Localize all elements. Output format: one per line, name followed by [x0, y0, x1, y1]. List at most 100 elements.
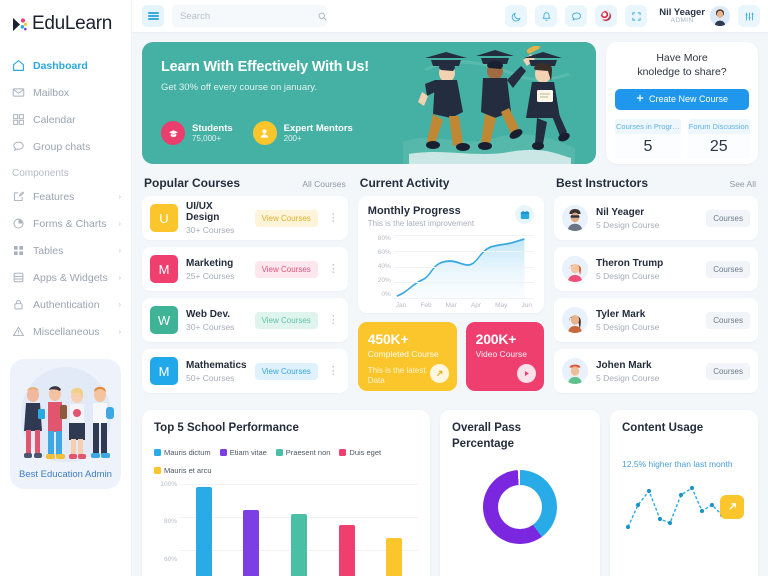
x-tick: Jun	[521, 302, 532, 309]
arrow-up-right-icon[interactable]	[720, 494, 744, 519]
bell-icon[interactable]	[535, 5, 558, 27]
x-tick: May	[495, 302, 508, 309]
list-item[interactable]: Nil Yeager 5 Design Course Courses	[554, 196, 758, 240]
tile-video-course: 200K+ Video Course	[465, 322, 544, 391]
courses-button[interactable]: Courses	[706, 311, 750, 329]
search-box[interactable]	[172, 5, 327, 27]
table-row	[290, 513, 307, 576]
three-dots-vertical-icon[interactable]: ⋮	[327, 364, 339, 377]
stat-label: Forum Discussion	[687, 118, 750, 134]
user-icon	[252, 121, 277, 145]
y-tick: 0%	[381, 291, 391, 298]
three-dots-vertical-icon[interactable]: ⋮	[327, 313, 339, 326]
list-item[interactable]: Theron Trump 5 Design Course Courses	[554, 247, 758, 291]
donut-chart	[452, 470, 588, 545]
chart-y-axis: 80% 60% 40% 20% 0%	[368, 235, 394, 309]
monthly-progress-card: Monthly Progress This is the latest impr…	[357, 196, 544, 313]
legend-swatch	[339, 448, 347, 456]
scatter-chart	[622, 475, 746, 539]
hamburger-icon[interactable]	[142, 5, 164, 27]
sidebar-item-apps-widgets[interactable]: Apps & Widgets ›	[0, 264, 131, 291]
sidebar-item-label: Dashboard	[33, 59, 88, 72]
flag-usa-icon[interactable]	[595, 5, 618, 27]
chart-subtitle: This is the latest improvement	[367, 219, 475, 228]
knowledge-card-title: Have More knoledge to share?	[615, 51, 749, 80]
legend-item[interactable]: Mauris et arcu	[154, 466, 212, 475]
sidebar-item-miscellaneous[interactable]: Miscellaneous ›	[0, 318, 131, 345]
list-item[interactable]: M Mathematics 50+ Courses View Courses ⋮	[142, 349, 348, 393]
current-activity-panel: Current Activity Monthly Progress This i…	[357, 176, 544, 400]
section-title: Current Activity	[359, 176, 450, 190]
course-initial-badge: M	[150, 357, 178, 385]
sidebar-item-authentication[interactable]: Authentication ›	[0, 291, 131, 318]
course-count: 30+ Courses	[186, 225, 235, 235]
banner-stat-value: 75,000+	[192, 134, 222, 144]
legend-item[interactable]: Praesent non	[275, 448, 330, 457]
instructor-name: Nil Yeager	[596, 206, 645, 218]
arrow-up-right-icon[interactable]	[429, 364, 449, 383]
sidebar-item-mailbox[interactable]: Mailbox	[0, 79, 131, 106]
list-item[interactable]: W Web Dev. 30+ Courses View Courses ⋮	[142, 298, 348, 342]
search-input[interactable]	[180, 10, 312, 22]
list-item[interactable]: M Marketing 25+ Courses View Courses ⋮	[142, 247, 348, 291]
fullscreen-icon[interactable]	[625, 5, 648, 27]
list-item[interactable]: Tyler Mark 5 Design Course Courses	[554, 298, 758, 342]
panel-title: Overall Pass Percentage	[452, 421, 588, 452]
create-new-course-button[interactable]: Create New Course	[615, 88, 749, 110]
sidebar-item-dashboard[interactable]: Dashboard	[0, 52, 131, 79]
calendar-icon[interactable]	[515, 205, 534, 224]
edulearn-prism-logo-icon	[11, 16, 28, 33]
list-item[interactable]: U UI/UX Design 30+ Courses View Courses …	[142, 196, 348, 240]
courses-button[interactable]: Courses	[706, 260, 750, 278]
view-courses-button[interactable]: View Courses	[254, 311, 318, 329]
view-courses-button[interactable]: View Courses	[254, 362, 318, 380]
chat-bubble-icon	[12, 140, 25, 153]
chat-icon[interactable]	[565, 5, 588, 27]
all-courses-link[interactable]: All Courses	[302, 179, 346, 189]
tile-note: This is the latest Data	[367, 366, 426, 386]
search-icon[interactable]	[318, 12, 327, 21]
y-tick: 40%	[377, 263, 391, 270]
best-instructors-panel: Best Instructors See All Nil Yeager 5 De…	[554, 176, 758, 400]
stat-courses-in-progress[interactable]: Courses in Progr… 5	[615, 118, 681, 159]
moon-icon[interactable]	[505, 5, 528, 27]
view-courses-button[interactable]: View Courses	[254, 209, 318, 227]
sliders-icon[interactable]	[738, 5, 760, 27]
user-avatar[interactable]	[710, 6, 730, 26]
warning-icon	[12, 325, 25, 338]
sidebar-item-label: Tables	[33, 244, 64, 257]
sidebar-item-tables[interactable]: Tables ›	[0, 237, 131, 264]
courses-button[interactable]: Courses	[706, 209, 750, 227]
legend-item[interactable]: Mauris dictum	[154, 448, 211, 457]
stat-forum-discussion[interactable]: Forum Discussion 25	[687, 118, 750, 159]
three-dots-vertical-icon[interactable]: ⋮	[327, 211, 339, 224]
three-dots-vertical-icon[interactable]: ⋮	[327, 262, 339, 275]
banner-stats: Students 75,000+ Expert Mentors 200+	[161, 121, 596, 145]
students-group-illustration-icon	[14, 377, 118, 469]
play-icon[interactable]	[517, 364, 536, 383]
stat-value: 5	[615, 133, 681, 159]
sidebar-item-label: Mailbox	[33, 86, 70, 99]
bar-chart: 100% 80% 60% 40%	[154, 481, 418, 576]
sidebar-item-group-chats[interactable]: Group chats	[0, 133, 131, 160]
brand-name: EduLearn	[32, 13, 113, 34]
sidebar-item-calendar[interactable]: Calendar	[0, 106, 131, 133]
course-count: 50+ Courses	[186, 372, 235, 383]
user-menu[interactable]: Nil Yeager ADMIN	[655, 6, 730, 26]
sidebar-item-forms-charts[interactable]: Forms & Charts ›	[0, 210, 131, 237]
brand[interactable]: EduLearn	[0, 0, 131, 49]
chevron-right-icon: ›	[118, 192, 121, 201]
instructor-meta: Theron Trump 5 Design Course	[596, 258, 698, 281]
view-courses-button[interactable]: View Courses	[254, 260, 318, 278]
see-all-link[interactable]: See All	[729, 179, 756, 189]
home-icon	[12, 59, 25, 72]
list-item[interactable]: Johen Mark 5 Design Course Courses	[554, 349, 758, 393]
legend-item[interactable]: Etiam vitae	[219, 448, 267, 457]
legend-item[interactable]: Duis eget	[339, 448, 381, 457]
instructor-meta: Nil Yeager 5 Design Course	[596, 207, 698, 230]
courses-button[interactable]: Courses	[706, 362, 750, 380]
sidebar-item-features[interactable]: Features ›	[0, 183, 131, 210]
envelope-icon	[12, 86, 25, 99]
course-initial-badge: M	[150, 255, 178, 283]
